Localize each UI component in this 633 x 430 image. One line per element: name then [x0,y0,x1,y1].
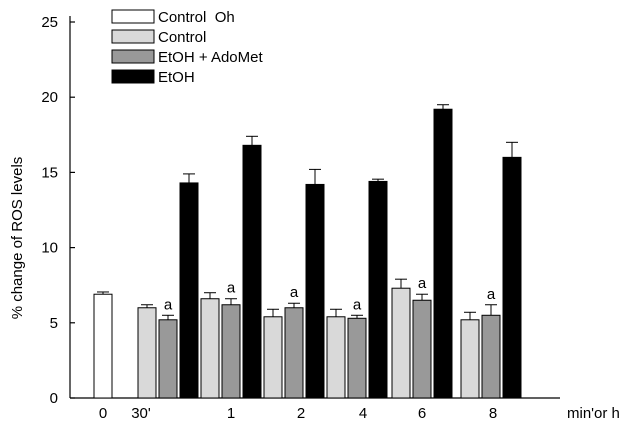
x-tick-label: 0 [99,405,107,422]
bar-control [326,316,346,399]
bar-etoh-adomet [221,304,241,399]
x-axis-label: min'or h [567,405,620,422]
significance-label: a [290,284,299,301]
y-tick-label: 20 [41,89,58,106]
y-tick-label: 10 [41,240,58,257]
bar-etoh-adomet [284,307,304,399]
significance-label: a [418,275,427,292]
bar-etoh-adomet [158,319,178,399]
bar-control [263,316,283,399]
y-tick-label: 5 [50,315,58,332]
x-tick-label: 2 [297,405,305,422]
legend-label: Control [158,29,206,46]
x-tick-label: 30' [131,405,151,422]
legend-label: EtOH + AdoMet [158,49,263,66]
significance-label: a [353,296,362,313]
bar-etoh [368,180,388,399]
bar-etoh-adomet [412,299,432,399]
bar-etoh-adomet [481,314,501,399]
legend: Control Oh Control EtOH + AdoMet EtOH [111,9,263,86]
bar-etoh [433,108,453,399]
bar-control-oh [93,293,113,399]
x-tick-label: 6 [418,405,426,422]
legend-swatch [111,69,155,84]
bar-etoh [305,183,325,399]
x-tick-label: 1 [227,405,235,422]
bar-etoh [502,156,522,399]
legend-swatch [111,49,155,64]
legend-label: EtOH [158,69,195,86]
y-tick-label: 15 [41,164,58,181]
significance-label: a [164,296,173,313]
legend-label: Control Oh [158,9,235,26]
legend-swatch [111,9,155,24]
bar-etoh-adomet [347,317,367,399]
y-tick-label: 25 [41,14,58,31]
significance-label: a [227,280,236,297]
bar-etoh [179,182,199,399]
bar-control [460,319,480,399]
legend-swatch [111,29,155,44]
y-axis-label: % change of ROS levels [9,157,26,320]
bar-etoh [242,144,262,399]
bars: a a a a a a [93,104,522,399]
significance-label: a [487,286,496,303]
bar-control [391,287,411,399]
x-tick-label: 8 [489,405,497,422]
x-tick-label: 4 [359,405,367,422]
bar-control [200,298,220,399]
y-tick-label: 0 [50,390,58,407]
bar-control [137,307,157,399]
